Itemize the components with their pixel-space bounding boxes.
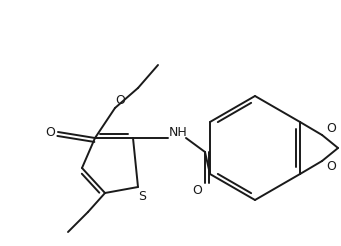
Text: NH: NH: [169, 125, 187, 138]
Text: O: O: [115, 94, 125, 108]
Text: O: O: [45, 125, 55, 138]
Text: O: O: [326, 160, 336, 173]
Text: S: S: [138, 190, 146, 203]
Text: O: O: [326, 123, 336, 136]
Text: O: O: [192, 184, 202, 197]
